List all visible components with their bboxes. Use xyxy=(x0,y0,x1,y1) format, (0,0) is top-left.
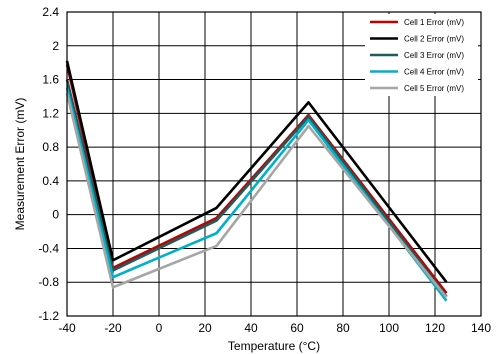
x-tick-label: -40 xyxy=(58,321,76,335)
y-tick-label: 0.4 xyxy=(42,174,59,188)
series-line-cell-3 xyxy=(65,79,448,298)
y-tick-label: 1.2 xyxy=(42,106,59,120)
y-tick-label: 2.4 xyxy=(42,5,59,19)
series-line-cell-2 xyxy=(65,60,448,284)
x-tick-label: 60 xyxy=(290,321,304,335)
x-tick-label: 20 xyxy=(198,321,212,335)
y-tick-label: 0 xyxy=(52,208,59,222)
y-tick-label: -0.8 xyxy=(38,275,59,289)
y-tick-label: -1.2 xyxy=(38,309,59,323)
y-tick-label: -0.4 xyxy=(38,241,59,255)
legend-label-cell-1: Cell 1 Error (mV) xyxy=(404,18,464,27)
x-tick-labels: -40 -20 0 20 40 60 80 100 120 140 xyxy=(58,321,491,335)
legend-label-cell-2: Cell 2 Error (mV) xyxy=(404,35,464,44)
x-tick-label: 140 xyxy=(471,321,491,335)
legend-label-cell-5: Cell 5 Error (mV) xyxy=(404,84,464,93)
x-tick-label: 40 xyxy=(244,321,258,335)
x-tick-label: 100 xyxy=(379,321,399,335)
series-line-cell-1 xyxy=(65,64,448,294)
x-tick-label: -20 xyxy=(104,321,122,335)
series-lines xyxy=(65,60,448,302)
y-axis-title: Measurement Error (mV) xyxy=(13,98,27,231)
x-tick-label: 120 xyxy=(425,321,445,335)
y-tick-labels: -1.2 -0.8 -0.4 0 0.4 0.8 1.2 1.6 2 2.4 xyxy=(38,5,59,323)
series-line-cell-4 xyxy=(65,87,448,302)
series-line-cell-5 xyxy=(65,92,448,299)
y-tick-label: 1.6 xyxy=(42,73,59,87)
legend-label-cell-4: Cell 4 Error (mV) xyxy=(404,68,464,77)
y-tick-label: 0.8 xyxy=(42,140,59,154)
plot-frame xyxy=(66,11,482,317)
x-tick-label: 0 xyxy=(156,321,163,335)
x-tick-label: 80 xyxy=(336,321,350,335)
x-axis-title: Temperature (°C) xyxy=(228,339,320,353)
legend: Cell 1 Error (mV) Cell 2 Error (mV) Cell 3… xyxy=(365,14,478,96)
legend-label-cell-3: Cell 3 Error (mV) xyxy=(404,51,464,60)
y-tick-label: 2 xyxy=(52,39,59,53)
